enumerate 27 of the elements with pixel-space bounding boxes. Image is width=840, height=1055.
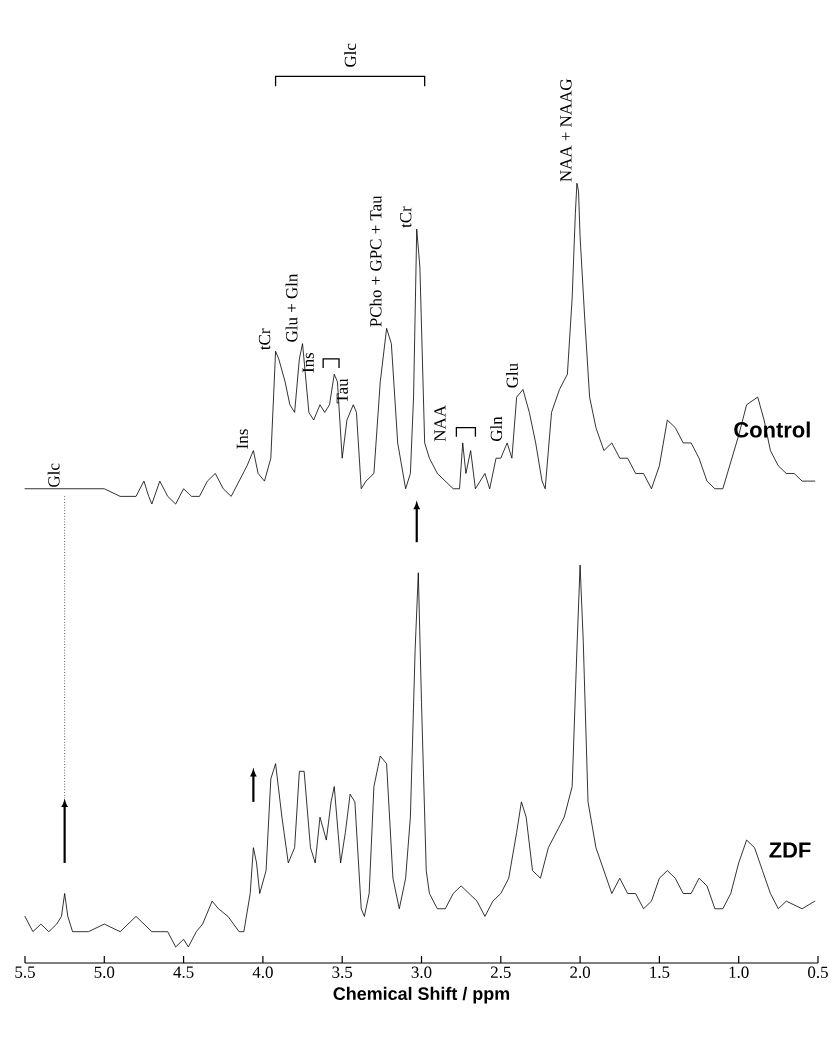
x-tick-label: 4.0 bbox=[252, 966, 273, 979]
annotation: Ins bbox=[302, 352, 314, 373]
series-label: ZDF bbox=[769, 842, 811, 858]
annotation: NAA bbox=[434, 405, 446, 442]
annotation: Ins bbox=[236, 429, 249, 449]
x-tick-label: 5.5 bbox=[15, 966, 35, 978]
text: Glc bbox=[344, 43, 357, 67]
series-label: Control bbox=[734, 421, 810, 438]
x-tick-label: 1.5 bbox=[650, 966, 670, 978]
x-axis-title: Chemical Shift / ppm bbox=[333, 986, 510, 1004]
x-tick-label: 2.0 bbox=[570, 966, 591, 979]
x-tick-label: 1.0 bbox=[729, 966, 749, 979]
x-tick-label: 3.5 bbox=[332, 966, 353, 978]
annotation: Glu bbox=[506, 363, 518, 388]
annotation: Tau bbox=[336, 378, 348, 404]
x-tick-label: 4.5 bbox=[173, 966, 194, 978]
annotation: tCr bbox=[400, 206, 412, 228]
x-tick-label: 2.5 bbox=[490, 966, 511, 978]
annotation: Gln bbox=[490, 416, 503, 442]
annotation: Glu + Gln bbox=[285, 273, 298, 342]
x-tick-label: 0.5 bbox=[808, 966, 828, 979]
annotation: NAA + NAAG bbox=[560, 78, 572, 182]
x-tick-label: 3.0 bbox=[411, 966, 432, 979]
annotation: tCr bbox=[258, 328, 271, 350]
annotation: Glc bbox=[47, 463, 60, 487]
x-tick-label: 5.0 bbox=[94, 966, 115, 979]
annotation: PCho + GPC + Tau bbox=[369, 195, 382, 327]
